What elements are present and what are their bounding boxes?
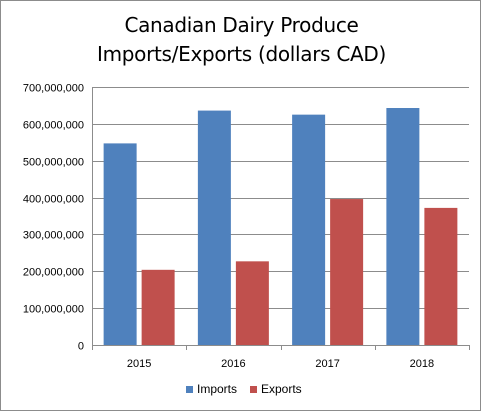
chart-title-line-2: Imports/Exports (dollars CAD) [96,42,387,66]
bar-imports-2015 [103,143,137,345]
bar-imports-2016 [197,110,231,346]
y-tick-label: 0 [78,341,84,353]
axes [92,87,470,350]
legend-label-imports: Imports [197,382,237,396]
y-tick-label: 400,000,000 [23,194,84,206]
y-tick-label: 200,000,000 [23,267,84,279]
legend-swatch-imports [186,386,193,393]
bar-imports-2018 [386,108,420,345]
y-tick-label: 700,000,000 [23,83,84,95]
chart-title-line-1: Canadian Dairy Produce [124,13,359,37]
x-tick-label: 2015 [127,358,151,370]
y-tick-label: 600,000,000 [23,120,84,132]
y-tick-label: 500,000,000 [23,157,84,169]
x-axis-tick-labels: 2015 2016 2017 2018 [127,358,434,370]
y-tick-label: 300,000,000 [23,230,84,242]
bars [103,108,458,346]
legend-label-exports: Exports [261,382,302,396]
legend-swatch-exports [250,386,257,393]
bar-imports-2017 [292,114,326,346]
x-tick-label: 2016 [221,358,245,370]
bar-exports-2018 [424,207,458,345]
y-tick-label: 100,000,000 [23,304,84,316]
legend: Imports Exports [186,382,302,396]
x-tick-label: 2017 [315,358,339,370]
bar-exports-2015 [141,269,175,345]
bar-exports-2017 [330,199,364,345]
x-tick-label: 2018 [410,358,434,370]
y-axis-tick-labels: 0 100,000,000 200,000,000 300,000,000 400,00… [23,83,84,353]
bar-exports-2016 [235,261,269,345]
